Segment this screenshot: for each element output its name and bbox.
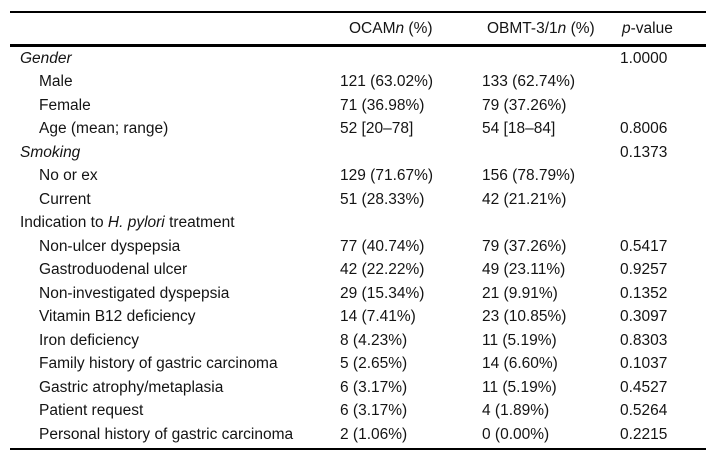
ocam-value: 51 (28.33%) [340, 190, 425, 208]
header-p-value: p-value [622, 19, 673, 37]
row-label: Non-ulcer dyspepsia [39, 237, 181, 255]
row-label: Age (mean; range) [39, 120, 169, 138]
p-value: 0.8006 [620, 120, 668, 138]
p-value: 0.8303 [620, 331, 668, 349]
h-pylori-italic: H. pylori [107, 214, 165, 232]
row-label: Gender [20, 49, 72, 67]
ocam-value: 2 (1.06%) [340, 425, 408, 443]
table-row-gastric-atrophy: Gastric atrophy/metaplasia 6 (3.17%) 11 … [10, 376, 706, 400]
ocam-value: 71 (36.98%) [340, 96, 425, 114]
table-row-personal-history: Personal history of gastric carcinoma 2 … [10, 423, 706, 447]
row-label: Smoking [20, 143, 81, 161]
obmt-value: 14 (6.60%) [482, 355, 558, 373]
table-row-male: Male 121 (63.02%) 133 (62.74%) [10, 71, 706, 95]
header-ocam: OCAMn (%) [349, 19, 433, 37]
patient-characteristics-table: OCAMn (%) OBMT-3/1n (%) p-value Gender 1… [10, 11, 706, 450]
obmt-value: 79 (37.26%) [482, 237, 567, 255]
row-label: Vitamin B12 deficiency [39, 308, 196, 326]
ocam-value: 121 (63.02%) [340, 73, 434, 91]
obmt-value: 11 (5.19%) [482, 378, 557, 396]
obmt-value: 4 (1.89%) [482, 402, 550, 420]
header-obmt: OBMT-3/1n (%) [487, 19, 595, 37]
p-value: 0.9257 [620, 261, 668, 279]
table-header-row: OCAMn (%) OBMT-3/1n (%) p-value [10, 13, 706, 47]
p-value: 0.1373 [620, 143, 668, 161]
row-label: Gastric atrophy/metaplasia [39, 378, 224, 396]
obmt-value: 11 (5.19%) [482, 331, 557, 349]
p-value: 0.1352 [620, 284, 668, 302]
obmt-value: 49 (23.11%) [482, 261, 566, 279]
p-value: 0.5417 [620, 237, 668, 255]
obmt-value: 79 (37.26%) [482, 96, 567, 114]
ocam-value: 52 [20–78] [340, 120, 414, 138]
row-label: No or ex [39, 167, 98, 185]
p-value: 0.5264 [620, 402, 668, 420]
p-value: 0.1037 [620, 355, 668, 373]
ocam-value: 129 (71.67%) [340, 167, 434, 185]
row-label: Non-investigated dyspepsia [39, 284, 230, 302]
p-value: 1.0000 [620, 49, 668, 67]
table-row-family-history: Family history of gastric carcinoma 5 (2… [10, 353, 706, 377]
obmt-value: 21 (9.91%) [482, 284, 558, 302]
table-row-patient-request: Patient request 6 (3.17%) 4 (1.89%) 0.52… [10, 400, 706, 424]
ocam-value: 77 (40.74%) [340, 237, 425, 255]
p-value: 0.4527 [620, 378, 668, 396]
ocam-value: 6 (3.17%) [340, 402, 408, 420]
ocam-value: 5 (2.65%) [340, 355, 408, 373]
obmt-value: 54 [18–84] [482, 120, 556, 138]
obmt-value: 42 (21.21%) [482, 190, 567, 208]
row-label: Patient request [39, 402, 144, 420]
row-label: Current [39, 190, 91, 208]
obmt-value: 0 (0.00%) [482, 425, 550, 443]
row-label: Iron deficiency [39, 331, 139, 349]
ocam-value: 8 (4.23%) [340, 331, 408, 349]
obmt-value: 133 (62.74%) [482, 73, 576, 91]
row-label: Family history of gastric carcinoma [39, 355, 278, 373]
table-row-female: Female 71 (36.98%) 79 (37.26%) [10, 94, 706, 118]
row-label: Male [39, 73, 73, 91]
ocam-value: 14 (7.41%) [340, 308, 416, 326]
p-value: 0.3097 [620, 308, 668, 326]
obmt-value: 156 (78.79%) [482, 167, 576, 185]
table-row-non-ulcer-dyspepsia: Non-ulcer dyspepsia 77 (40.74%) 79 (37.2… [10, 235, 706, 259]
table-row-no-or-ex: No or ex 129 (71.67%) 156 (78.79%) [10, 165, 706, 189]
table-body: Gender 1.0000 Male 121 (63.02%) 133 (62.… [10, 47, 706, 448]
table-row-current: Current 51 (28.33%) 42 (21.21%) [10, 188, 706, 212]
table-row-non-investigated-dyspepsia: Non-investigated dyspepsia 29 (15.34%) 2… [10, 282, 706, 306]
row-label: Personal history of gastric carcinoma [39, 425, 294, 443]
table-row-vitamin-b12-deficiency: Vitamin B12 deficiency 14 (7.41%) 23 (10… [10, 306, 706, 330]
table-row-gastroduodenal-ulcer: Gastroduodenal ulcer 42 (22.22%) 49 (23.… [10, 259, 706, 283]
obmt-value: 23 (10.85%) [482, 308, 567, 326]
row-label: Indication to H. pylori treatment [20, 214, 235, 232]
row-label: Female [39, 96, 91, 114]
row-label: Gastroduodenal ulcer [39, 261, 188, 279]
table-row-iron-deficiency: Iron deficiency 8 (4.23%) 11 (5.19%) 0.8… [10, 329, 706, 353]
table-row-indication: Indication to H. pylori treatment [10, 212, 706, 236]
table-row-gender: Gender 1.0000 [10, 47, 706, 71]
ocam-value: 42 (22.22%) [340, 261, 425, 279]
table-row-age: Age (mean; range) 52 [20–78] 54 [18–84] … [10, 118, 706, 142]
p-value: 0.2215 [620, 425, 668, 443]
table-row-smoking: Smoking 0.1373 [10, 141, 706, 165]
ocam-value: 29 (15.34%) [340, 284, 425, 302]
ocam-value: 6 (3.17%) [340, 378, 408, 396]
